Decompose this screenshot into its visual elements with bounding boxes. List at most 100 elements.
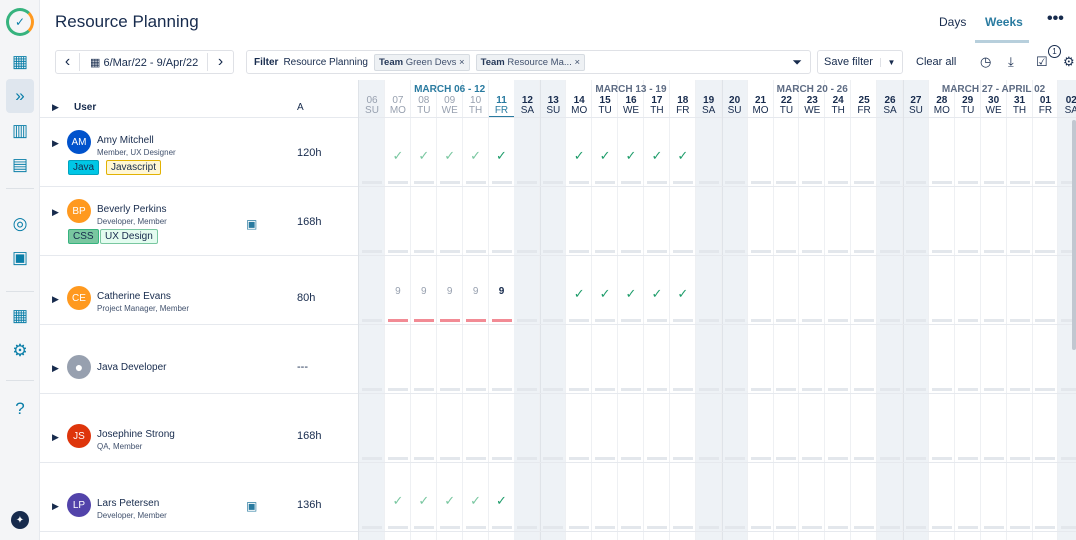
- vertical-scrollbar[interactable]: [1072, 120, 1076, 350]
- check-icon[interactable]: ✓: [392, 148, 404, 163]
- column-user[interactable]: User: [74, 102, 97, 113]
- user-name[interactable]: Java Developer: [97, 362, 167, 373]
- expand-row-icon[interactable]: ▶: [52, 363, 59, 373]
- remove-chip-icon[interactable]: ×: [574, 56, 580, 68]
- expand-row-icon[interactable]: ▶: [52, 294, 59, 304]
- filter-bar[interactable]: Filter Resource Planning Team Green Devs…: [246, 50, 811, 74]
- check-icon[interactable]: ✓: [418, 148, 430, 163]
- report-icon[interactable]: ▤: [11, 155, 29, 174]
- user-row[interactable]: ▶ CE Catherine Evans Project Manager, Membe…: [40, 256, 358, 325]
- user-name[interactable]: Amy Mitchell: [97, 135, 154, 146]
- hours-value[interactable]: 9: [446, 286, 453, 297]
- day-header[interactable]: 22 TU: [779, 95, 794, 116]
- day-header[interactable]: 16 WE: [622, 95, 640, 116]
- user-name[interactable]: Catherine Evans: [97, 291, 171, 302]
- user-row[interactable]: ▶ JS Josephine Strong QA, Member 168h: [40, 394, 358, 463]
- download-icon[interactable]: ⤓: [1008, 54, 1014, 69]
- day-header[interactable]: 10 TH: [468, 95, 483, 116]
- day-header[interactable]: 14 MO: [571, 95, 588, 116]
- user-row[interactable]: ▶ LP Lars Petersen Developer, Member 136h ▣: [40, 463, 358, 532]
- check-icon[interactable]: ✓: [677, 286, 689, 301]
- check-icon[interactable]: ✓: [573, 148, 585, 163]
- day-header[interactable]: 01 FR: [1038, 95, 1053, 116]
- tab-days[interactable]: Days: [939, 15, 967, 29]
- user-name[interactable]: Lars Petersen: [97, 498, 160, 509]
- day-header[interactable]: 09 WE: [441, 95, 458, 116]
- filter-chip[interactable]: Team Resource Ma... ×: [475, 53, 585, 71]
- hours-value[interactable]: 9: [498, 286, 505, 297]
- skill-tag[interactable]: Javascript: [106, 160, 162, 175]
- user-name[interactable]: Beverly Perkins: [97, 204, 167, 215]
- user-row[interactable]: ▶ AM Amy Mitchell Member, UX Designer 120h Ja…: [40, 118, 358, 187]
- day-header[interactable]: 20 SU: [727, 95, 742, 116]
- tab-weeks[interactable]: Weeks: [985, 15, 1023, 29]
- hours-value[interactable]: 9: [395, 286, 401, 297]
- check-icon[interactable]: ✓: [599, 286, 611, 301]
- hours-value[interactable]: 9: [472, 286, 479, 297]
- day-header[interactable]: 18 FR: [676, 95, 690, 116]
- skill-tag[interactable]: UX Design: [100, 229, 158, 244]
- day-header[interactable]: 23 WE: [804, 95, 821, 116]
- check-icon[interactable]: ✓: [625, 286, 637, 301]
- calendar-icon[interactable]: ▦: [11, 52, 29, 71]
- day-header[interactable]: 31 TH: [1012, 95, 1027, 116]
- check-icon[interactable]: ✓: [677, 148, 689, 163]
- check-icon[interactable]: ✓: [444, 148, 456, 163]
- prev-button[interactable]: ‹: [56, 53, 80, 71]
- expand-row-icon[interactable]: ▶: [52, 138, 59, 148]
- remove-chip-icon[interactable]: ×: [459, 56, 465, 68]
- day-header[interactable]: 17 TH: [650, 95, 664, 116]
- check-icon[interactable]: ✓: [470, 493, 482, 508]
- save-filter-button[interactable]: Save filter ▼: [817, 50, 903, 74]
- expand-row-icon[interactable]: ▶: [52, 501, 59, 511]
- check-icon[interactable]: ✓: [625, 148, 637, 163]
- user-row[interactable]: ▶ ● Java Developer ---: [40, 325, 358, 394]
- hours-value[interactable]: 9: [421, 286, 427, 297]
- day-header[interactable]: 27 SU: [908, 95, 923, 116]
- expand-row-icon[interactable]: ▶: [52, 432, 59, 442]
- user-name[interactable]: Josephine Strong: [97, 429, 175, 440]
- check-icon[interactable]: ✓: [496, 148, 507, 163]
- expand-all-icon[interactable]: ▶: [52, 102, 59, 112]
- check-icon[interactable]: ✓: [651, 148, 663, 163]
- check-icon[interactable]: ✓: [444, 493, 456, 508]
- apps-icon[interactable]: ▦: [11, 306, 29, 325]
- help-icon[interactable]: ?: [15, 399, 25, 418]
- day-header[interactable]: 24 TH: [831, 95, 845, 116]
- clear-all-button[interactable]: Clear all: [916, 56, 957, 68]
- day-header[interactable]: 28 MO: [933, 95, 950, 116]
- day-header[interactable]: 15 TU: [598, 95, 612, 116]
- check-icon[interactable]: ✓: [470, 148, 482, 163]
- skill-tag[interactable]: CSS: [68, 229, 99, 244]
- day-header[interactable]: 30 WE: [985, 95, 1002, 116]
- day-header[interactable]: 11 FR: [488, 96, 515, 118]
- availability-icon[interactable]: ▣: [246, 217, 258, 231]
- filter-icon[interactable]: ⏷: [792, 54, 802, 69]
- check-icon[interactable]: ✓: [496, 493, 507, 508]
- pin-icon[interactable]: ✦: [11, 511, 29, 529]
- planning-icon[interactable]: »: [6, 79, 34, 113]
- check-icon[interactable]: ✓: [573, 286, 585, 301]
- day-header[interactable]: 19 SA: [702, 95, 716, 116]
- day-header[interactable]: 21 MO: [752, 95, 769, 116]
- day-header[interactable]: 29 TU: [961, 95, 975, 116]
- user-row[interactable]: ▶ BP Beverly Perkins Developer, Member 168h ▣…: [40, 187, 358, 256]
- day-header[interactable]: 06 SU: [365, 95, 379, 116]
- date-range-picker[interactable]: ▦ 6/Mar/22 - 9/Apr/22: [90, 56, 199, 69]
- settings-icon[interactable]: ⚙: [1063, 54, 1075, 69]
- filter-chip[interactable]: Team Green Devs ×: [373, 53, 470, 71]
- next-button[interactable]: ›: [207, 53, 233, 71]
- settings-icon[interactable]: ⚙: [12, 341, 28, 360]
- day-header[interactable]: 13 SU: [546, 95, 561, 116]
- day-header[interactable]: 08 TU: [417, 95, 431, 116]
- profile-icon[interactable]: ▣: [11, 248, 29, 267]
- day-header[interactable]: 07 MO: [389, 95, 406, 116]
- chevron-down-icon[interactable]: ▼: [880, 57, 902, 67]
- column-a[interactable]: A: [297, 102, 304, 113]
- day-header[interactable]: 25 FR: [857, 95, 871, 116]
- check-icon[interactable]: ✓: [392, 493, 404, 508]
- check-icon[interactable]: ✓: [651, 286, 663, 301]
- folder-chart-icon[interactable]: ▥: [11, 121, 29, 140]
- history-icon[interactable]: ◷: [980, 54, 992, 69]
- check-icon[interactable]: ✓: [599, 148, 611, 163]
